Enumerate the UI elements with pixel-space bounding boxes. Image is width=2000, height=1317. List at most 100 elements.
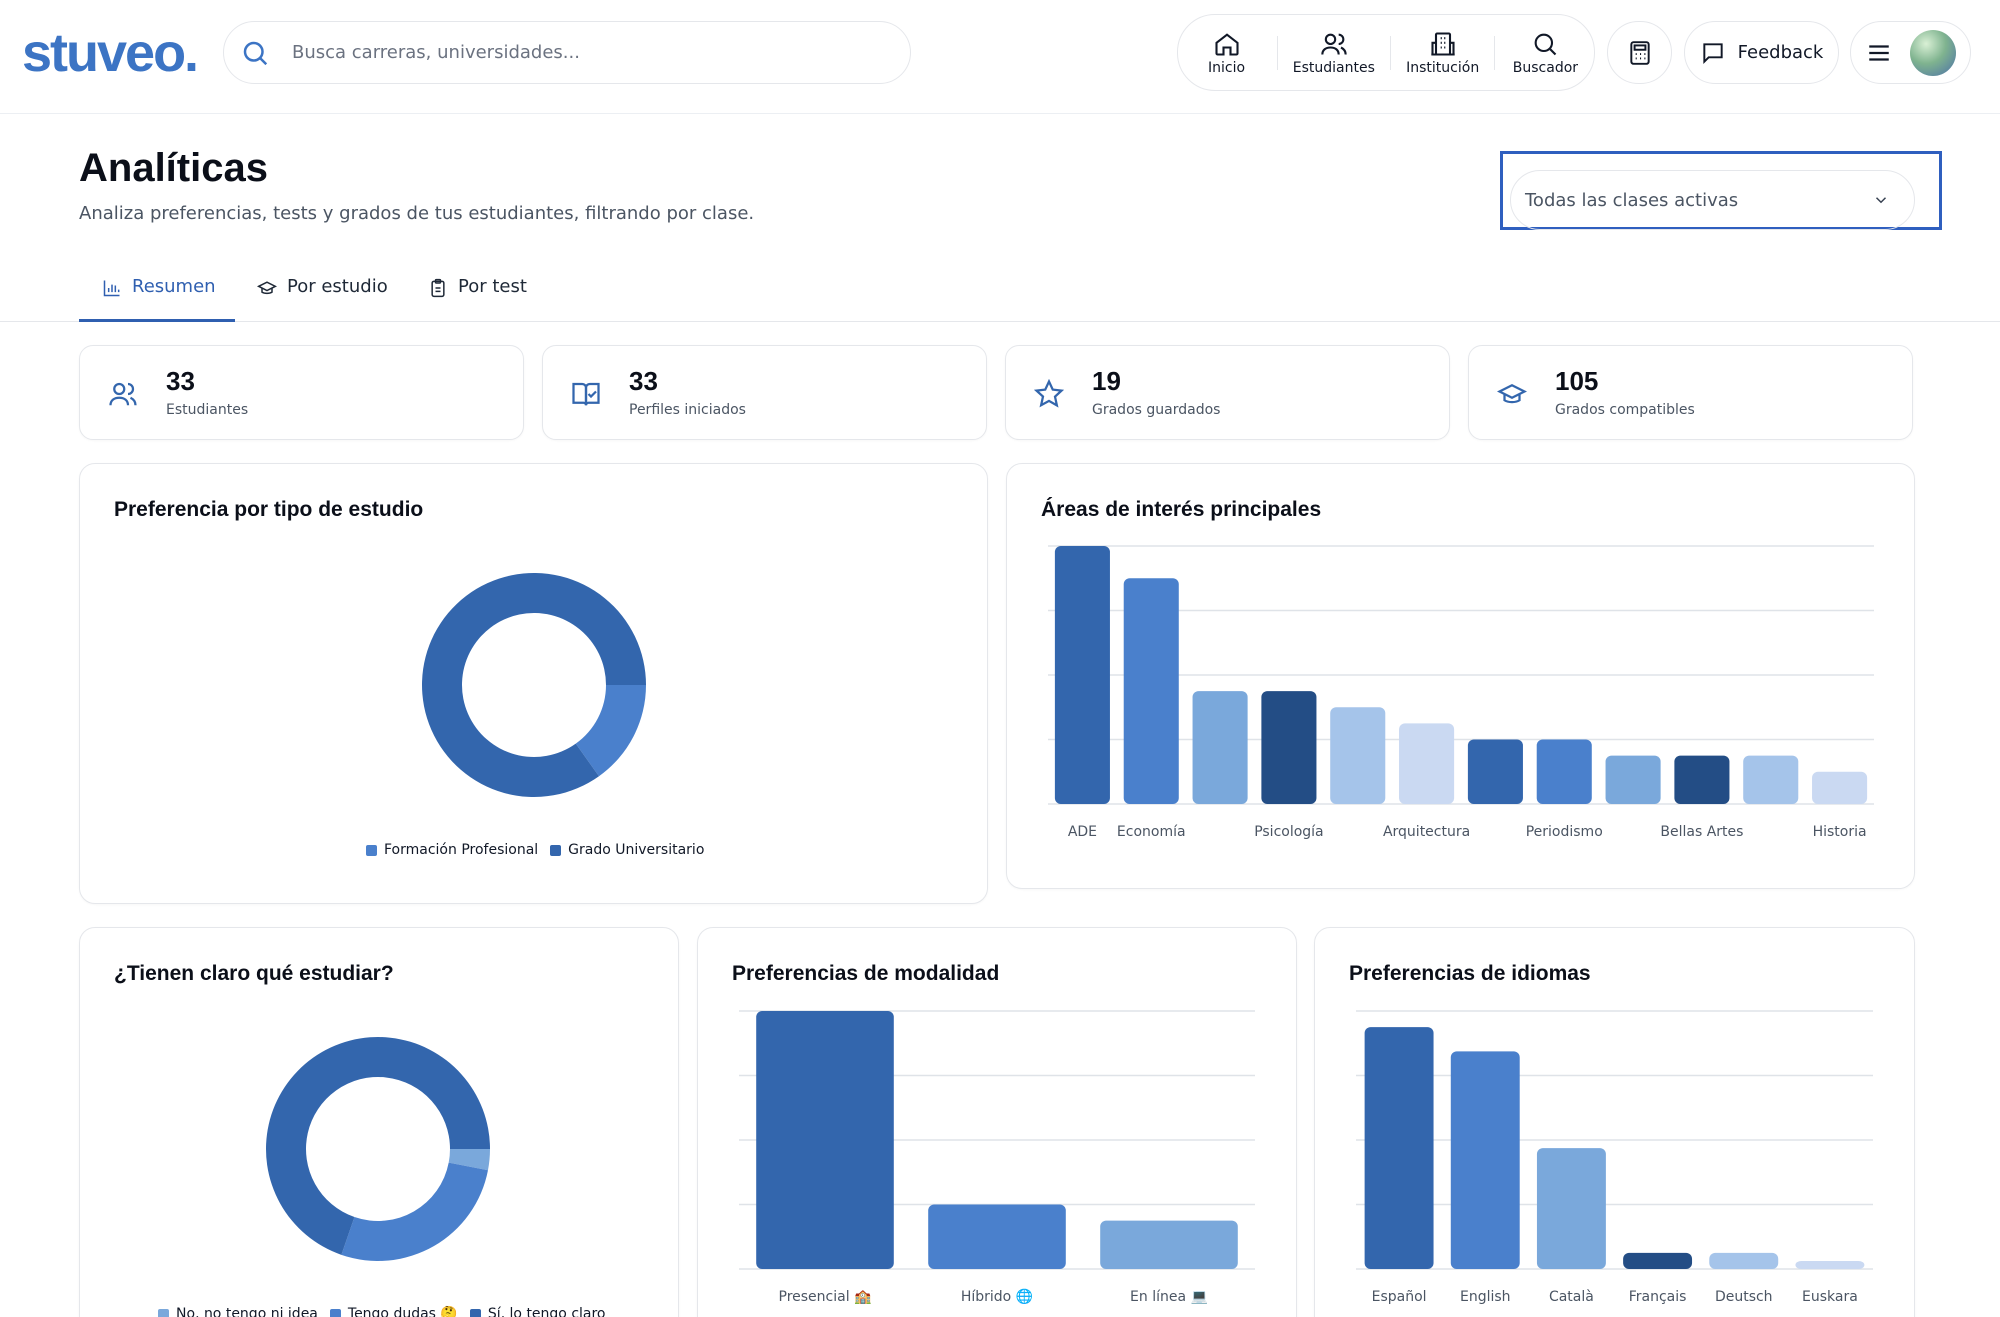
bar-item-5[interactable]	[1330, 707, 1386, 804]
bar-english[interactable]	[1450, 1051, 1520, 1269]
tab-resumen[interactable]: Resumen	[79, 276, 235, 322]
x-tick-label: Español	[1372, 1289, 1427, 1305]
chart-title: Preferencias de modalidad	[732, 962, 1000, 985]
x-tick-label: Psicología	[1254, 824, 1323, 840]
x-tick-label: Français	[1629, 1289, 1687, 1305]
chevron-down-icon	[1875, 197, 1887, 204]
chart-card-modalidad: Preferencias de modalidad Presencial 🏫 Hí…	[697, 927, 1297, 1317]
x-tick-label: Deutsch	[1715, 1289, 1773, 1305]
bar-catala[interactable]	[1536, 1148, 1606, 1269]
legend-swatch	[158, 1308, 169, 1317]
chart-title: Preferencias de idiomas	[1349, 962, 1591, 985]
bar-en-linea[interactable]	[1100, 1220, 1238, 1269]
nav-buscador[interactable]: Buscador	[1510, 30, 1580, 76]
class-filter-select[interactable]: Todas las clases activas	[1510, 170, 1915, 230]
clipboard-icon	[431, 278, 445, 298]
stat-label: Estudiantes	[166, 402, 249, 418]
chart-card-tienen-claro: ¿Tienen claro qué estudiar? No, no tengo…	[79, 927, 679, 1317]
x-tick-label: Euskara	[1802, 1289, 1858, 1305]
bar-bellas-artes[interactable]	[1674, 755, 1730, 804]
legend-item[interactable]: Tengo dudas 🤔	[329, 1306, 458, 1317]
stat-value: 19	[1092, 366, 1121, 396]
bar-psicologia[interactable]	[1261, 691, 1317, 804]
stat-value: 105	[1555, 366, 1599, 396]
legend-swatch	[469, 1308, 481, 1317]
graduation-cap-icon	[1497, 383, 1527, 404]
x-tick-label: Híbrido 🌐	[961, 1288, 1033, 1305]
legend-label: Formación Profesional	[384, 842, 539, 858]
stat-card-perfiles: 33 Perfiles iniciados	[542, 345, 987, 440]
bar-ade[interactable]	[1054, 546, 1110, 804]
bar-periodismo[interactable]	[1536, 739, 1592, 805]
feedback-button[interactable]: Feedback	[1684, 21, 1839, 84]
nav-estudiantes-label: Estudiantes	[1292, 59, 1375, 76]
bar-deutsch[interactable]	[1709, 1252, 1779, 1269]
top-navigation-bar: stuveo. Inicio Estudiantes Institución B…	[0, 0, 2000, 114]
chart-title: Preferencia por tipo de estudio	[114, 498, 424, 521]
stat-value: 33	[166, 366, 195, 396]
calculator-icon	[1629, 40, 1650, 65]
stat-label: Perfiles iniciados	[629, 402, 746, 418]
stat-card-grados-compatibles: 105 Grados compatibles	[1468, 345, 1913, 440]
nav-institucion[interactable]: Institución	[1406, 30, 1479, 76]
x-tick-label: Presencial 🏫	[779, 1289, 873, 1305]
tab-por-test[interactable]: Por test	[428, 276, 527, 322]
chart-card-idiomas: Preferencias de idiomas Español English Ca…	[1314, 927, 1915, 1317]
legend-label: No, no tengo ni idea	[176, 1306, 318, 1317]
bar-arquitectura[interactable]	[1399, 723, 1455, 804]
stat-card-grados-guardados: 19 Grados guardados	[1005, 345, 1450, 440]
pie-slice-no-no-tengo-ni-idea[interactable]	[448, 1149, 490, 1171]
legend-item[interactable]: Formación Profesional	[366, 842, 538, 858]
bar-francais[interactable]	[1623, 1252, 1693, 1269]
main-nav: Inicio Estudiantes Institución Buscador	[1177, 14, 1595, 91]
tab-por-test-label: Por test	[458, 276, 527, 297]
bar-presencial[interactable]	[756, 1011, 894, 1269]
bar-historia[interactable]	[1812, 771, 1868, 804]
bar-chart: ADE Economía Psicología Arquitectura Periodi…	[1048, 545, 1874, 840]
users-icon	[109, 382, 137, 406]
hamburger-menu-icon	[1868, 44, 1889, 61]
users-icon	[1321, 33, 1347, 55]
stat-label: Grados guardados	[1092, 402, 1221, 418]
bar-euskara[interactable]	[1795, 1260, 1865, 1269]
user-menu-button[interactable]	[1850, 21, 1971, 84]
x-tick-label: Historia	[1813, 824, 1867, 840]
nav-inicio[interactable]: Inicio	[1192, 30, 1262, 76]
bar-economia[interactable]	[1123, 578, 1179, 804]
bar-item-11[interactable]	[1743, 755, 1799, 804]
nav-divider	[1494, 35, 1496, 70]
stat-card-estudiantes: 33 Estudiantes	[79, 345, 524, 440]
donut-chart	[422, 573, 646, 797]
nav-divider	[1390, 35, 1392, 70]
chart-card-tipo-estudio: Preferencia por tipo de estudio Formació…	[79, 463, 988, 904]
bar-espanol[interactable]	[1364, 1027, 1434, 1269]
legend-item[interactable]: Sí, lo tengo claro	[469, 1306, 606, 1317]
avatar	[1909, 29, 1956, 76]
chart-title: Áreas de interés principales	[1041, 498, 1322, 521]
bar-hibrido[interactable]	[928, 1204, 1066, 1270]
nav-estudiantes[interactable]: Estudiantes	[1293, 30, 1375, 76]
calculator-button[interactable]	[1607, 21, 1672, 84]
nav-buscador-label: Buscador	[1512, 59, 1579, 76]
chart-legend: No, no tengo ni idea Tengo dudas 🤔 Sí, lo …	[158, 1306, 606, 1317]
bar-item-7[interactable]	[1467, 739, 1523, 805]
x-tick-label: ADE	[1068, 824, 1097, 840]
search-bar[interactable]	[223, 21, 911, 84]
tab-por-estudio[interactable]: Por estudio	[257, 276, 388, 322]
legend-item[interactable]: No, no tengo ni idea	[158, 1306, 318, 1317]
legend-label: Sí, lo tengo claro	[487, 1306, 606, 1317]
bar-item-9[interactable]	[1605, 755, 1661, 804]
tab-por-estudio-label: Por estudio	[287, 276, 388, 297]
class-select-highlight	[1500, 151, 1942, 230]
bar-item-3[interactable]	[1192, 691, 1248, 804]
page-subtitle: Analiza preferencias, tests y grados de …	[79, 203, 755, 224]
pie-slice-formacion-profesional[interactable]	[575, 685, 646, 777]
pie-slice-tengo-dudas[interactable]	[341, 1162, 488, 1261]
stuveo-logo[interactable]: stuveo.	[22, 23, 199, 83]
class-filter-value: Todas las clases activas	[1525, 189, 1739, 211]
pie-slice-si-lo-tengo-claro[interactable]	[266, 1037, 491, 1255]
legend-swatch	[366, 844, 377, 856]
search-input[interactable]	[292, 42, 852, 63]
pie-slice-grado-universitario[interactable]	[422, 573, 646, 797]
legend-item[interactable]: Grado Universitario	[550, 842, 704, 858]
